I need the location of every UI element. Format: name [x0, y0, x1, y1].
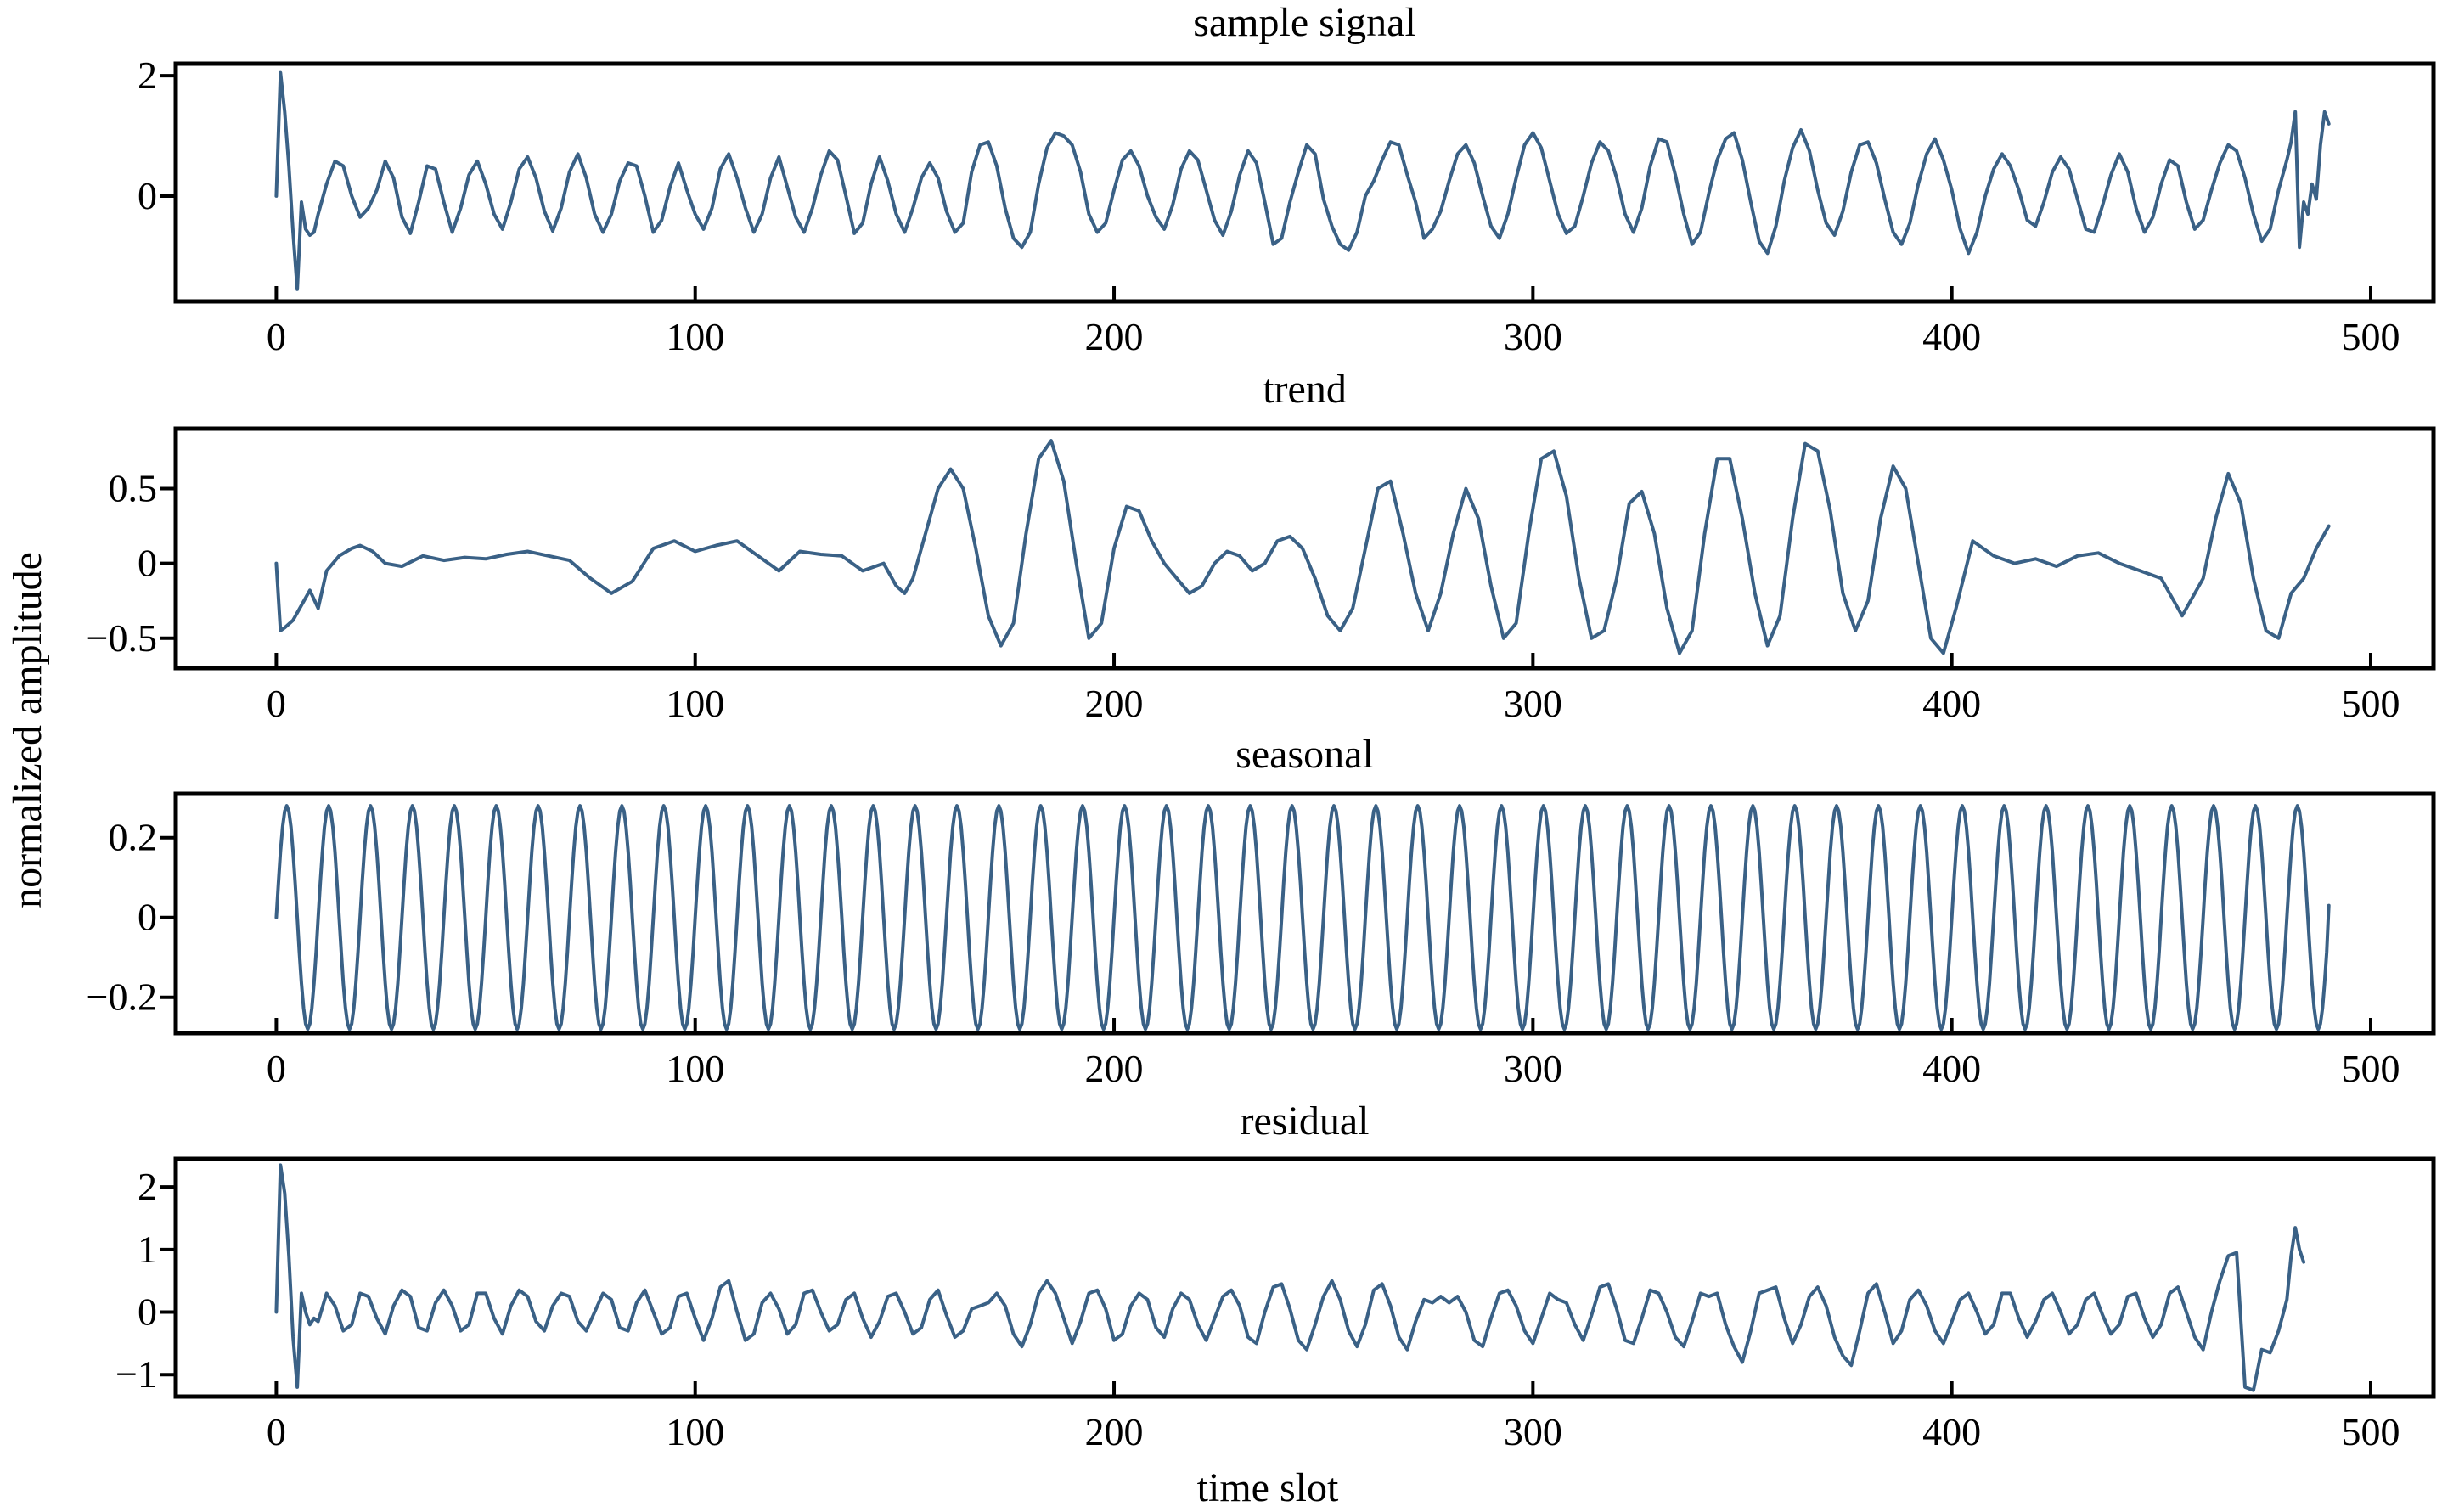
x-tick-label: 400	[1922, 1410, 1981, 1453]
series-line	[274, 439, 2331, 655]
x-tick-label: 500	[2342, 682, 2400, 725]
x-tick-label: 200	[1085, 315, 1144, 358]
x-tick-label: 200	[1085, 682, 1144, 725]
y-tick-label: 2	[138, 53, 157, 97]
y-tick-label: 0	[138, 174, 157, 217]
x-tick-label: 400	[1922, 682, 1981, 725]
x-tick-label: 0	[267, 1047, 286, 1090]
x-tick-label: 100	[666, 682, 724, 725]
plot-frame	[173, 61, 2436, 304]
x-tick-label: 400	[1922, 1047, 1981, 1090]
x-tick-label: 500	[2342, 1410, 2400, 1453]
x-tick-label: 0	[267, 1410, 286, 1453]
series-line	[274, 804, 2331, 1031]
panel-sample-signal: sample signal 0 2 0 100 200 300 400 500	[138, 0, 2436, 358]
y-tick-label: 0.2	[109, 816, 158, 859]
x-tick-label: 100	[666, 1047, 724, 1090]
series-line	[274, 1163, 2306, 1392]
y-tick-label: 0.5	[109, 467, 158, 510]
y-tick-label: −0.2	[87, 975, 157, 1019]
x-tick-label: 200	[1085, 1047, 1144, 1090]
y-tick-label: −1	[115, 1352, 157, 1396]
plot-frame	[173, 791, 2436, 1036]
x-tick-label: 500	[2342, 1047, 2400, 1090]
x-tick-label: 400	[1922, 315, 1981, 358]
panel-trend: trend −0.5 0 0.5 0 100 200 300 400 500	[87, 367, 2436, 725]
panel-title: seasonal	[1235, 732, 1374, 777]
panel-title: sample signal	[1193, 0, 1416, 45]
x-tick-label: 500	[2342, 315, 2400, 358]
plot-frame	[173, 1156, 2436, 1399]
y-tick-label: 2	[138, 1165, 157, 1208]
x-tick-label: 0	[267, 682, 286, 725]
x-tick-label: 300	[1504, 1047, 1562, 1090]
x-tick-label: 200	[1085, 1410, 1144, 1453]
plot-frame	[173, 426, 2436, 671]
panel-title: residual	[1241, 1099, 1370, 1144]
panel-title: trend	[1263, 367, 1347, 412]
x-tick-label: 300	[1504, 682, 1562, 725]
y-tick-label: 1	[138, 1228, 157, 1271]
x-tick-label: 100	[666, 1410, 724, 1453]
x-tick-label: 0	[267, 315, 286, 358]
x-tick-label: 300	[1504, 1410, 1562, 1453]
y-tick-label: 0	[138, 542, 157, 585]
panel-residual: residual −1 0 1 2 0 100 200 300 400 500	[115, 1099, 2436, 1453]
x-tick-label: 300	[1504, 315, 1562, 358]
panel-seasonal: seasonal −0.2 0 0.2 0 100 200 300 400 500	[87, 732, 2436, 1090]
x-tick-label: 100	[666, 315, 724, 358]
series-line	[274, 70, 2331, 291]
x-axis-label: time slot	[1197, 1465, 1339, 1510]
y-tick-label: −0.5	[87, 616, 157, 660]
y-axis-label: normalized amplitude	[5, 552, 50, 908]
y-tick-label: 0	[138, 896, 157, 939]
y-tick-label: 0	[138, 1290, 157, 1334]
